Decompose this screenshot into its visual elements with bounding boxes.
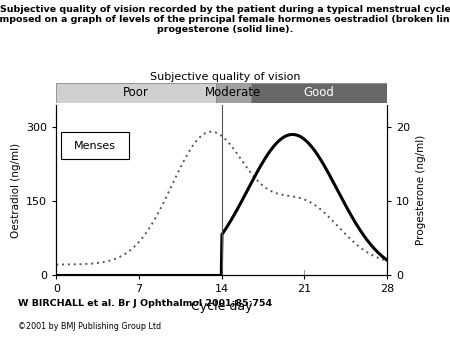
X-axis label: Cycle day: Cycle day	[191, 300, 252, 313]
Bar	[216, 83, 251, 103]
Bar	[61, 132, 130, 159]
Bar	[56, 83, 216, 103]
Text: superimposed on a graph of levels of the principal female hormones oestradiol (b: superimposed on a graph of levels of the…	[0, 15, 450, 24]
Text: W BIRCHALL et al. Br J Ophthalmol 2001;85:754: W BIRCHALL et al. Br J Ophthalmol 2001;8…	[18, 299, 272, 308]
Text: ONLINE: ONLINE	[375, 324, 401, 329]
Y-axis label: Oestradiol (ng/ml): Oestradiol (ng/ml)	[11, 143, 21, 238]
Text: Moderate: Moderate	[205, 87, 261, 99]
Text: Good: Good	[304, 87, 334, 99]
Text: Menses: Menses	[74, 141, 116, 151]
Text: Poor: Poor	[123, 87, 149, 99]
Text: progesterone (solid line).: progesterone (solid line).	[157, 25, 293, 34]
Text: Subjective quality of vision recorded by the patient during a typical menstrual : Subjective quality of vision recorded by…	[0, 5, 450, 14]
Bar	[251, 83, 387, 103]
Y-axis label: Progesterone (ng/ml): Progesterone (ng/ml)	[416, 135, 426, 245]
Text: ©2001 by BMJ Publishing Group Ltd: ©2001 by BMJ Publishing Group Ltd	[18, 321, 161, 331]
Text: Subjective quality of vision: Subjective quality of vision	[150, 72, 300, 82]
Text: BJO: BJO	[374, 307, 402, 321]
